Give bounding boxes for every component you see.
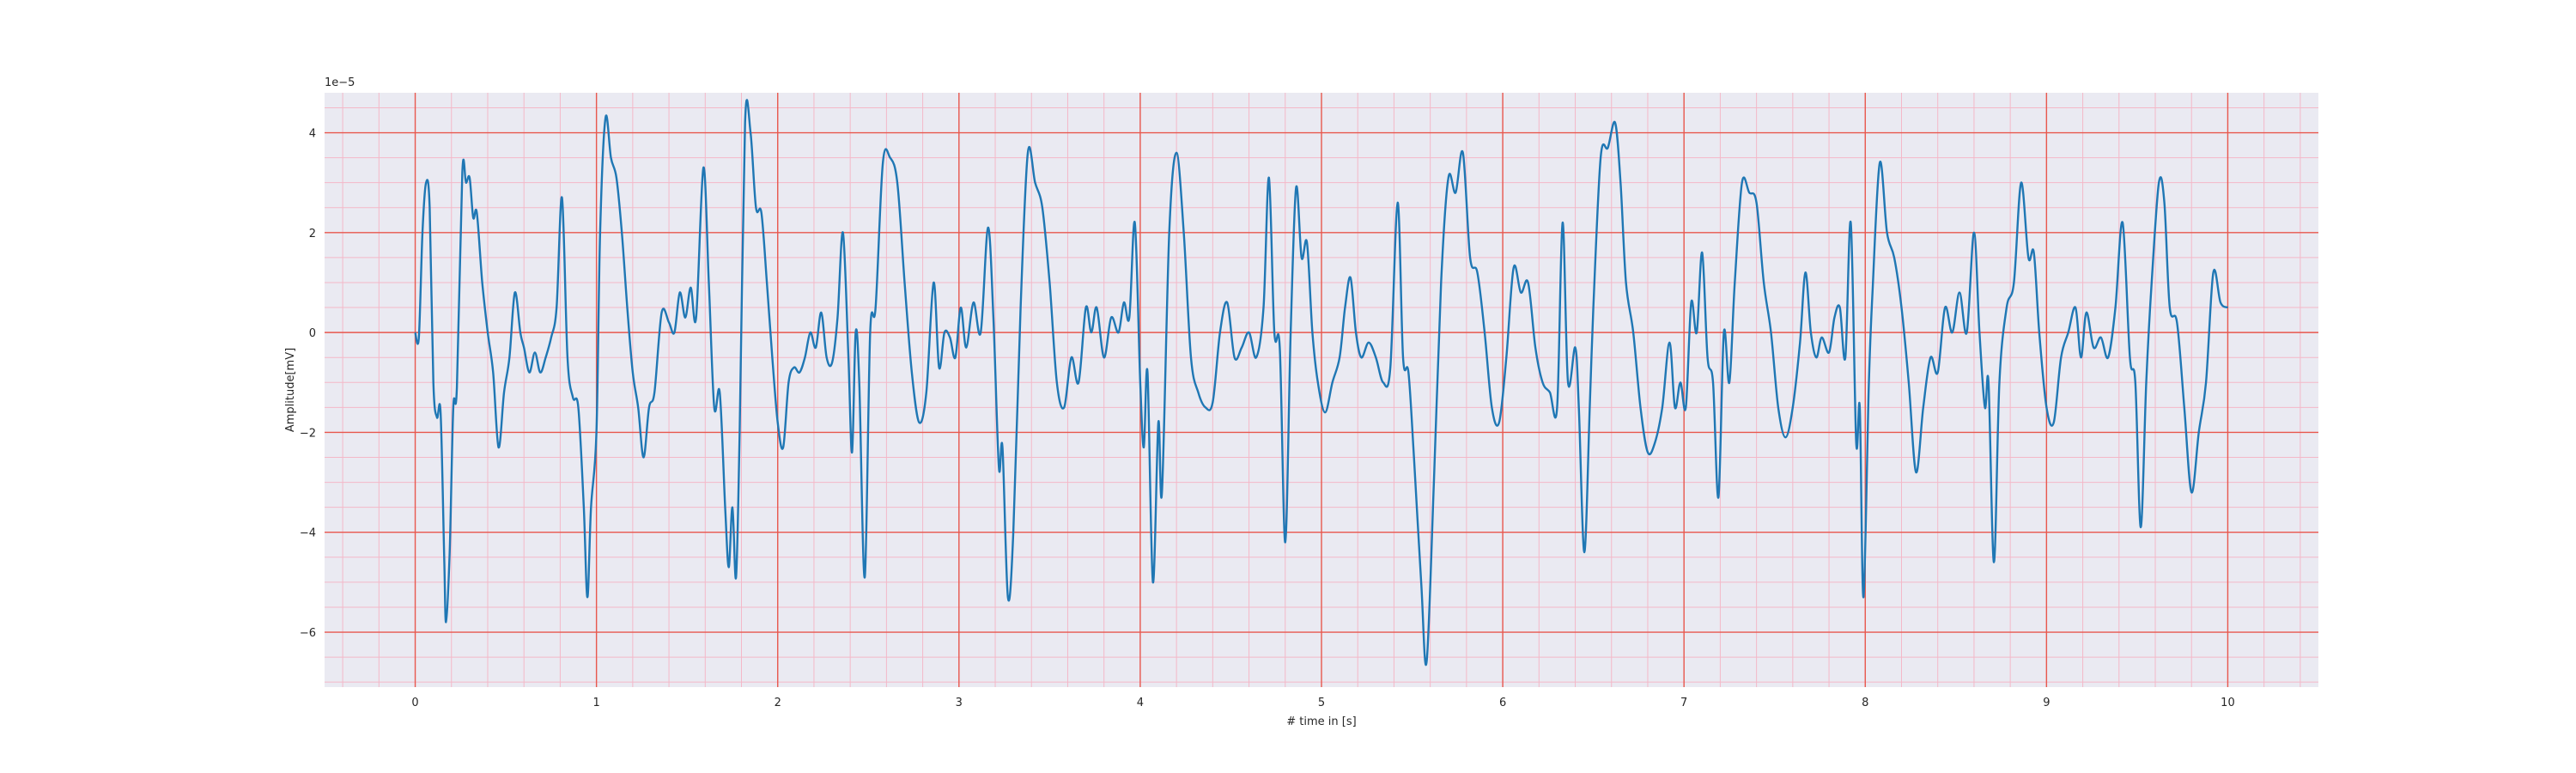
x-tick-label: 6 <box>1499 697 1506 709</box>
x-tick-label: 0 <box>411 697 418 709</box>
x-tick-label: 9 <box>2043 697 2050 709</box>
x-tick-label: 2 <box>775 697 781 709</box>
x-tick-label: 5 <box>1318 697 1325 709</box>
x-tick-labels: 0 1 2 3 4 5 6 7 8 9 10 <box>411 697 2234 709</box>
x-tick-label: 3 <box>956 697 963 709</box>
x-tick-label: 8 <box>1862 697 1868 709</box>
x-tick-label: 10 <box>2221 697 2235 709</box>
series-line <box>414 99 2229 666</box>
y-tick-label: −4 <box>300 527 316 540</box>
y-offset-text: 1e−5 <box>325 76 355 89</box>
y-tick-label: −2 <box>300 427 316 440</box>
y-tick-labels: −6 −4 −2 0 2 4 <box>300 128 316 641</box>
y-tick-label: 4 <box>309 128 316 141</box>
x-tick-label: 7 <box>1680 697 1687 709</box>
y-axis-label: Amplitude[mV] <box>284 348 297 432</box>
y-tick-label: 2 <box>309 228 316 240</box>
y-tick-label: −6 <box>300 627 316 640</box>
x-axis-label: # time in [s] <box>1286 715 1356 728</box>
x-tick-label: 1 <box>592 697 599 709</box>
x-tick-label: 4 <box>1137 697 1144 709</box>
y-tick-label: 0 <box>309 327 316 340</box>
